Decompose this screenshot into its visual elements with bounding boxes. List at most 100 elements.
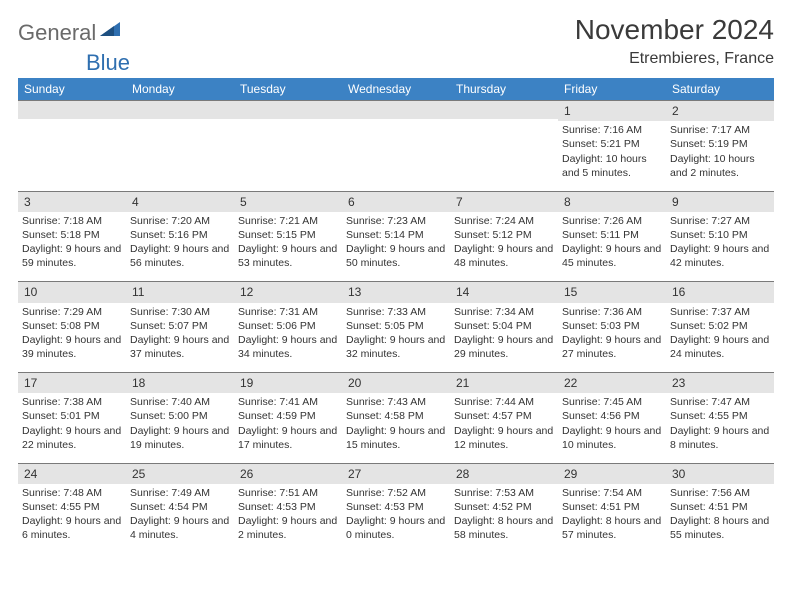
daylight-text: Daylight: 9 hours and 19 minutes. (130, 424, 230, 452)
daylight-text: Daylight: 9 hours and 42 minutes. (670, 242, 770, 270)
daylight-text: Daylight: 9 hours and 32 minutes. (346, 333, 446, 361)
daylight-text: Daylight: 10 hours and 2 minutes. (670, 152, 770, 180)
day-number: 15 (558, 282, 666, 302)
day-number: 11 (126, 282, 234, 302)
sunset-text: Sunset: 5:06 PM (238, 319, 338, 333)
calendar-cell: Sunrise: 7:43 AMSunset: 4:58 PMDaylight:… (342, 393, 450, 463)
calendar-cell: Sunrise: 7:17 AMSunset: 5:19 PMDaylight:… (666, 121, 774, 191)
daylight-text: Daylight: 9 hours and 50 minutes. (346, 242, 446, 270)
sunset-text: Sunset: 5:12 PM (454, 228, 554, 242)
calendar-cell: Sunrise: 7:29 AMSunset: 5:08 PMDaylight:… (18, 303, 126, 373)
sunrise-text: Sunrise: 7:24 AM (454, 214, 554, 228)
sunset-text: Sunset: 4:51 PM (670, 500, 770, 514)
daylight-text: Daylight: 9 hours and 27 minutes. (562, 333, 662, 361)
logo: General (18, 14, 122, 46)
empty-day (234, 101, 342, 119)
calendar-cell: Sunrise: 7:24 AMSunset: 5:12 PMDaylight:… (450, 212, 558, 282)
calendar-cell: Sunrise: 7:34 AMSunset: 5:04 PMDaylight:… (450, 303, 558, 373)
sunset-text: Sunset: 4:54 PM (130, 500, 230, 514)
sunset-text: Sunset: 4:53 PM (346, 500, 446, 514)
location: Etrembieres, France (575, 50, 774, 68)
sunset-text: Sunset: 5:00 PM (130, 409, 230, 423)
daylight-text: Daylight: 9 hours and 48 minutes. (454, 242, 554, 270)
daynum-row: 3456789 (18, 191, 774, 212)
daynum-row: 12 (18, 101, 774, 122)
sunset-text: Sunset: 4:58 PM (346, 409, 446, 423)
calendar-cell: Sunrise: 7:41 AMSunset: 4:59 PMDaylight:… (234, 393, 342, 463)
sunrise-text: Sunrise: 7:20 AM (130, 214, 230, 228)
calendar-row: Sunrise: 7:16 AMSunset: 5:21 PMDaylight:… (18, 121, 774, 191)
day-number: 12 (234, 282, 342, 302)
sunrise-text: Sunrise: 7:44 AM (454, 395, 554, 409)
calendar-table: SundayMondayTuesdayWednesdayThursdayFrid… (18, 78, 774, 554)
day-number: 10 (18, 282, 126, 302)
weekday-header: Saturday (666, 78, 774, 101)
sunset-text: Sunset: 5:11 PM (562, 228, 662, 242)
calendar-cell: Sunrise: 7:53 AMSunset: 4:52 PMDaylight:… (450, 484, 558, 554)
calendar-cell: Sunrise: 7:23 AMSunset: 5:14 PMDaylight:… (342, 212, 450, 282)
daynum-row: 10111213141516 (18, 282, 774, 303)
day-number: 25 (126, 464, 234, 484)
header: General November 2024 Etrembieres, Franc… (18, 14, 774, 68)
empty-day (450, 101, 558, 119)
day-number: 24 (18, 464, 126, 484)
month-title: November 2024 (575, 14, 774, 46)
sunrise-text: Sunrise: 7:56 AM (670, 486, 770, 500)
sunrise-text: Sunrise: 7:33 AM (346, 305, 446, 319)
empty-day (18, 101, 126, 119)
calendar-cell: Sunrise: 7:47 AMSunset: 4:55 PMDaylight:… (666, 393, 774, 463)
daylight-text: Daylight: 9 hours and 39 minutes. (22, 333, 122, 361)
sunset-text: Sunset: 4:56 PM (562, 409, 662, 423)
calendar-cell: Sunrise: 7:30 AMSunset: 5:07 PMDaylight:… (126, 303, 234, 373)
day-number: 19 (234, 373, 342, 393)
daylight-text: Daylight: 8 hours and 58 minutes. (454, 514, 554, 542)
weekday-header: Wednesday (342, 78, 450, 101)
daylight-text: Daylight: 10 hours and 5 minutes. (562, 152, 662, 180)
empty-day (342, 101, 450, 119)
calendar-cell: Sunrise: 7:21 AMSunset: 5:15 PMDaylight:… (234, 212, 342, 282)
day-number: 2 (666, 101, 774, 121)
calendar-cell: Sunrise: 7:18 AMSunset: 5:18 PMDaylight:… (18, 212, 126, 282)
daylight-text: Daylight: 9 hours and 59 minutes. (22, 242, 122, 270)
daynum-row: 24252627282930 (18, 463, 774, 484)
sunset-text: Sunset: 5:18 PM (22, 228, 122, 242)
sunrise-text: Sunrise: 7:34 AM (454, 305, 554, 319)
day-number: 7 (450, 192, 558, 212)
sunrise-text: Sunrise: 7:48 AM (22, 486, 122, 500)
sunrise-text: Sunrise: 7:29 AM (22, 305, 122, 319)
daylight-text: Daylight: 9 hours and 29 minutes. (454, 333, 554, 361)
day-number: 30 (666, 464, 774, 484)
sunset-text: Sunset: 4:59 PM (238, 409, 338, 423)
sunset-text: Sunset: 5:14 PM (346, 228, 446, 242)
calendar-row: Sunrise: 7:48 AMSunset: 4:55 PMDaylight:… (18, 484, 774, 554)
sunrise-text: Sunrise: 7:30 AM (130, 305, 230, 319)
sunrise-text: Sunrise: 7:51 AM (238, 486, 338, 500)
daylight-text: Daylight: 9 hours and 15 minutes. (346, 424, 446, 452)
calendar-cell (234, 121, 342, 191)
calendar-cell: Sunrise: 7:48 AMSunset: 4:55 PMDaylight:… (18, 484, 126, 554)
calendar-cell: Sunrise: 7:51 AMSunset: 4:53 PMDaylight:… (234, 484, 342, 554)
calendar-cell: Sunrise: 7:20 AMSunset: 5:16 PMDaylight:… (126, 212, 234, 282)
day-number: 22 (558, 373, 666, 393)
day-number: 9 (666, 192, 774, 212)
daylight-text: Daylight: 9 hours and 12 minutes. (454, 424, 554, 452)
day-number: 8 (558, 192, 666, 212)
day-number: 26 (234, 464, 342, 484)
sunrise-text: Sunrise: 7:53 AM (454, 486, 554, 500)
sunrise-text: Sunrise: 7:54 AM (562, 486, 662, 500)
sunset-text: Sunset: 5:03 PM (562, 319, 662, 333)
weekday-header: Tuesday (234, 78, 342, 101)
daylight-text: Daylight: 9 hours and 6 minutes. (22, 514, 122, 542)
sunrise-text: Sunrise: 7:27 AM (670, 214, 770, 228)
calendar-cell: Sunrise: 7:49 AMSunset: 4:54 PMDaylight:… (126, 484, 234, 554)
daylight-text: Daylight: 9 hours and 53 minutes. (238, 242, 338, 270)
daylight-text: Daylight: 9 hours and 4 minutes. (130, 514, 230, 542)
sunset-text: Sunset: 4:53 PM (238, 500, 338, 514)
sunrise-text: Sunrise: 7:18 AM (22, 214, 122, 228)
day-number: 13 (342, 282, 450, 302)
sunrise-text: Sunrise: 7:38 AM (22, 395, 122, 409)
sunrise-text: Sunrise: 7:17 AM (670, 123, 770, 137)
calendar-cell (450, 121, 558, 191)
sunrise-text: Sunrise: 7:43 AM (346, 395, 446, 409)
sunset-text: Sunset: 4:51 PM (562, 500, 662, 514)
